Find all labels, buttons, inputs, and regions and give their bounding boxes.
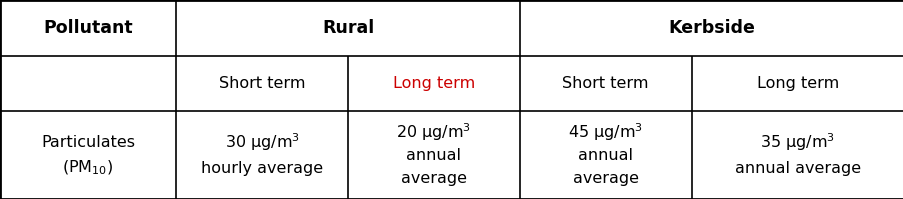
Text: Pollutant: Pollutant (43, 19, 133, 37)
Text: Particulates: Particulates (42, 135, 135, 150)
Text: average: average (400, 171, 467, 186)
Text: 45 μg/m$^{3}$: 45 μg/m$^{3}$ (567, 121, 643, 143)
Text: annual: annual (406, 148, 461, 163)
Text: Short term: Short term (562, 76, 648, 91)
Text: Kerbside: Kerbside (667, 19, 755, 37)
Text: hourly average: hourly average (200, 161, 323, 176)
Text: Long term: Long term (393, 76, 474, 91)
Text: Rural: Rural (321, 19, 374, 37)
Text: (PM$_{10}$): (PM$_{10}$) (62, 159, 114, 177)
Text: Short term: Short term (219, 76, 305, 91)
Text: annual: annual (578, 148, 632, 163)
Text: average: average (572, 171, 638, 186)
Text: 35 μg/m$^{3}$: 35 μg/m$^{3}$ (759, 131, 834, 153)
Text: Long term: Long term (756, 76, 838, 91)
Text: annual average: annual average (734, 161, 860, 176)
Text: 30 μg/m$^{3}$: 30 μg/m$^{3}$ (224, 131, 300, 153)
Text: 20 μg/m$^{3}$: 20 μg/m$^{3}$ (396, 121, 471, 143)
